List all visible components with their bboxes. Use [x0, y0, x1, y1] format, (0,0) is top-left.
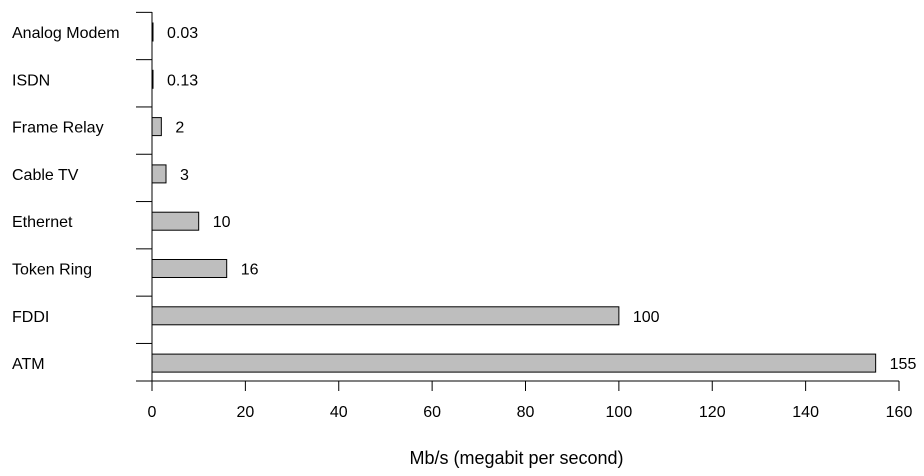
x-tick-label: 80: [517, 404, 535, 421]
x-tick-label: 140: [792, 404, 819, 421]
x-tick-label: 40: [330, 404, 348, 421]
category-label: ATM: [12, 356, 45, 373]
value-label: 10: [213, 214, 231, 231]
x-tick-label: 160: [886, 404, 913, 421]
x-axis-title: Mb/s (megabit per second): [409, 448, 623, 468]
value-label: 0.13: [167, 72, 198, 89]
category-label: Ethernet: [12, 214, 73, 231]
value-label: 2: [175, 120, 184, 137]
category-label: Cable TV: [12, 167, 79, 184]
bar-analog-modem: [151, 22, 154, 42]
category-label: Frame Relay: [12, 120, 104, 137]
category-label: FDDI: [12, 309, 49, 326]
x-tick-label: 100: [606, 404, 633, 421]
value-label: 0.03: [167, 25, 198, 42]
value-label: 100: [633, 309, 660, 326]
bar-fddi: [151, 306, 620, 326]
category-label: Analog Modem: [12, 25, 120, 42]
value-label: 155: [890, 356, 917, 373]
bar-frame-relay: [151, 117, 162, 137]
bar-ethernet: [151, 211, 200, 231]
bar-token-ring: [151, 259, 228, 278]
category-label: Token Ring: [12, 262, 92, 279]
x-tick-label: 0: [148, 404, 157, 421]
bar-isdn: [151, 69, 154, 89]
value-label: 16: [241, 262, 259, 279]
bar-cable-tv: [151, 164, 167, 184]
x-tick-label: 60: [423, 404, 441, 421]
plot-area: Analog Modem 0.03 ISDN 0.13 Frame Relay 2 Cabl…: [12, 11, 917, 421]
value-label: 3: [180, 167, 189, 184]
bar-atm: [151, 353, 877, 373]
category-label: ISDN: [12, 72, 50, 89]
x-tick-label: 20: [236, 404, 254, 421]
x-tick-label: 120: [699, 404, 726, 421]
